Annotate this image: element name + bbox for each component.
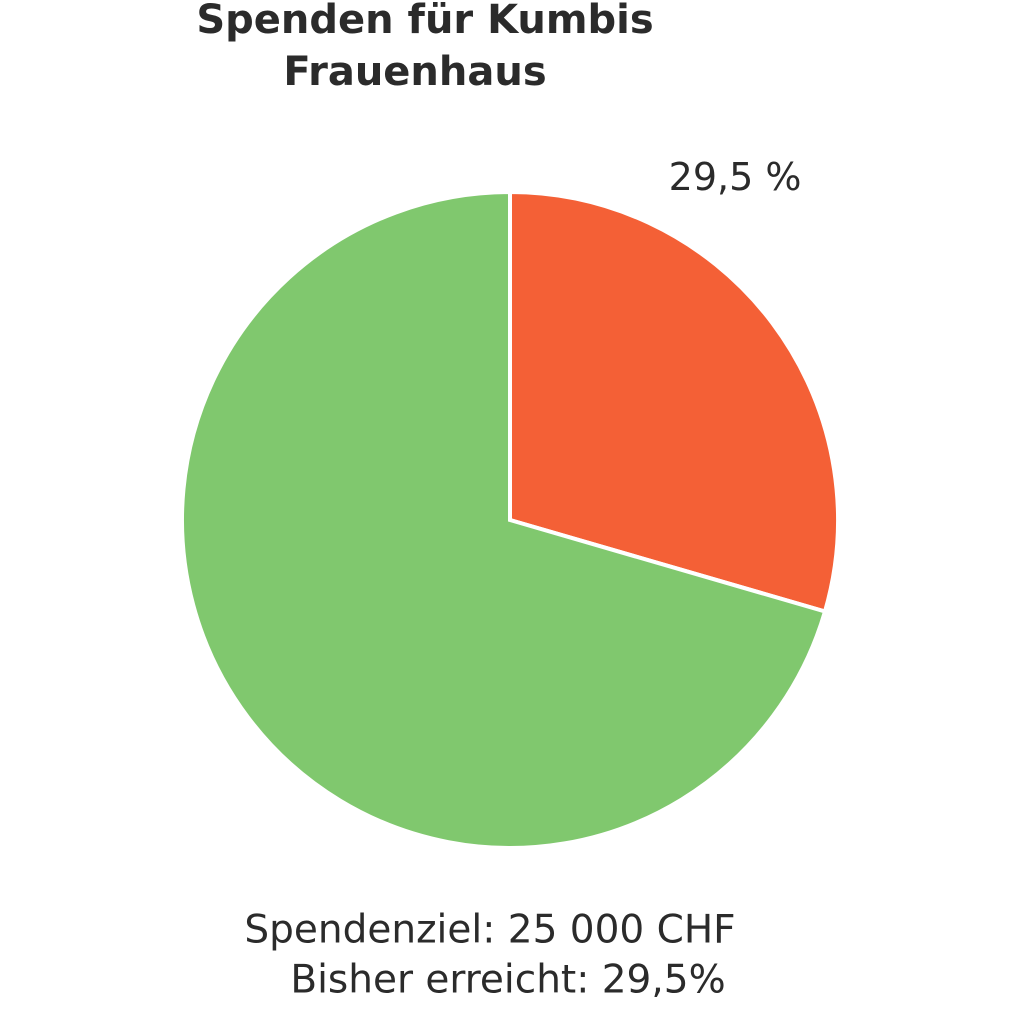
value-label: 29,5 % [669, 155, 802, 199]
chart-title: Spenden für Kumbis [196, 0, 653, 43]
pie-slice [508, 189, 840, 614]
annotation: Spendenziel: 25 000 CHF [244, 908, 735, 953]
annotation: Bisher erreicht: 29,5% [290, 958, 725, 1003]
pie-slice [180, 189, 828, 850]
chart-title: Frauenhaus [283, 49, 546, 95]
